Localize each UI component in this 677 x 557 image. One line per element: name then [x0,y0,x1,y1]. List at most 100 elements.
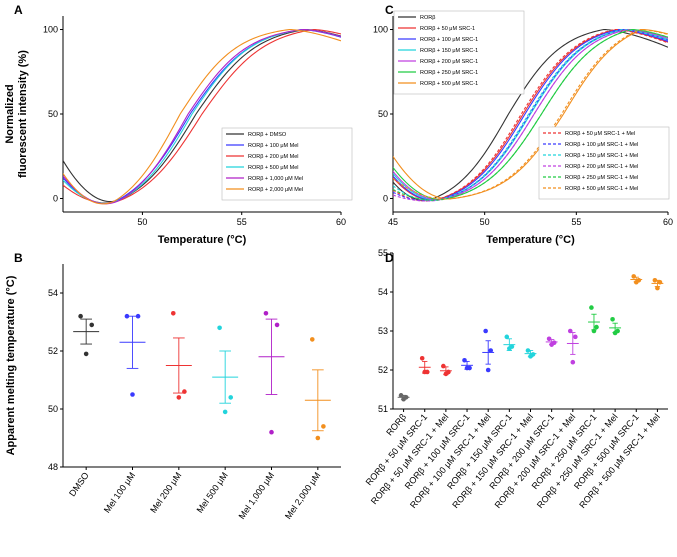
panel-b-group-mel-200-m [165,311,192,400]
panel-c-legend-dashed-entry: RORβ + 150 μM SRC-1 + Mel [565,153,638,159]
panel-c-series-line-ror-500-m-src-1 [393,28,668,200]
panel-b-data-point [222,409,228,415]
panel-c-legend-dashed-entry: RORβ + 500 μM SRC-1 + Mel [565,186,638,192]
panel-a-x-tick-label: 60 [336,217,346,227]
panel-b-x-tick-label: Mel 100 μM [102,470,137,514]
panel-d-data-point [464,365,470,371]
panel-d-group-ror-100-m-src-1-mel [482,328,495,373]
panel-c-legend-dashed-entry: RORβ + 50 μM SRC-1 + Mel [565,131,635,137]
panel-d-group-ror-150-m-src-1-mel [524,348,537,359]
panel-d-data-point [525,348,531,353]
panel-a-y-axis-title: fluorescent intensity (%) [17,50,29,178]
panel-c-series-line-ror-50-m-src-1-mel [393,28,668,202]
panel-d-data-point [507,346,512,351]
panel-c-y-tick-label: 100 [373,25,388,35]
panel-c-x-tick-label: 60 [663,217,673,227]
panel-a-series-group [63,28,341,205]
panel-a-legend-entry: RORβ + 2,000 μM Mel [248,187,303,193]
panel-b-group-mel-500-m [212,325,239,415]
panel-b-axes: 48 50 52 54 Apparent melting temperature (°C… [5,264,341,521]
panel-d-data-point [485,367,491,373]
panel-b-y-axis-title: Apparent melting temperature (°C) [5,275,17,455]
panel-d-y-tick-label: 53 [378,326,388,336]
panel-b-y-tick-label: 54 [48,288,58,298]
panel-b-group-dmso [73,313,100,357]
panel-b-data-point [269,429,274,435]
panel-d-data-point [610,317,615,322]
panel-d-data-point [422,369,428,375]
panel-b-data-point [135,313,141,319]
panel-c-legend-dashed-box [538,126,670,200]
panel-a-legend-box [221,127,353,201]
panel-d-data-point [589,305,594,310]
panel-a-y-tick-label: 100 [43,25,58,35]
panel-d-group-ror [397,393,410,402]
panel-b-data-point [182,389,187,394]
panel-d-y-tick-label: 55 [378,248,388,258]
panel-c-legend-solid-entry: RORβ + 50 μM SRC-1 [420,26,475,32]
panel-d-data-point [443,371,449,377]
panel-c-legend-solid-entry: RORβ [420,15,435,21]
panel-a-x-tick-label: 55 [237,217,247,227]
panel-d-data-point [570,359,576,365]
panel-d-data-point [594,324,599,330]
panel-c-x-tick-label: 45 [388,217,398,227]
panel-c-series-line-ror-150-m-src-1-mel [393,28,668,201]
panel-d-data-point [633,279,639,285]
panel-d-group-ror-150-m-src-1 [503,334,516,351]
panel-a-legend-entry: RORβ + 1,000 μM Mel [248,176,303,182]
panel-c-legend-dashed-entry: RORβ + 200 μM SRC-1 + Mel [565,164,638,170]
panel-d-data-point [549,342,554,347]
panel-d-group-ror-100-m-src-1 [461,357,473,371]
panel-b-data-point [309,337,315,342]
panel-b-group-mel-1-000-m [258,311,285,435]
panel-c-x-tick-label: 50 [480,217,490,227]
panel-label-b: B [14,251,23,265]
panel-d-group-ror-200-m-src-1-mel [566,328,579,365]
panel-d-data-point [462,357,467,363]
panel-c-legend-solid-entry: RORβ + 200 μM SRC-1 [420,59,478,65]
panel-b-x-tick-label: DMSO [67,470,91,498]
panel-a-y-tick-label: 50 [48,109,58,119]
panel-b-data-point [78,313,83,319]
panel-b-data-point [83,351,89,357]
panel-a-legend-entry: RORβ + DMSO [248,132,287,138]
panel-d-group-ror-250-m-src-1-mel [609,317,622,336]
panel-c-legend-solid-entry: RORβ + 250 μM SRC-1 [420,70,478,76]
panel-b-x-tick-label: Mel 200 μM [148,470,183,514]
panel-b-x-tick-label: Mel 2,000 μM [283,470,323,521]
panel-d-data-point [504,334,510,340]
panel-c-legend-solid-entry: RORβ + 150 μM SRC-1 [420,48,478,54]
panel-c-legend-solid-entry: RORβ + 100 μM SRC-1 [420,37,478,43]
panel-a-legend-entry: RORβ + 200 μM Mel [248,154,299,160]
panel-a-chart: 0 50 100 50 55 60 Temperature (°C) Normalized fl… [4,16,353,246]
panel-b-y-tick-label: 52 [48,346,58,356]
panel-d-data-point [652,278,658,283]
panel-d-data-point [546,336,552,342]
panel-a-legend: RORβ + DMSO RORβ + 100 μM Mel RORβ + 200 μ… [221,127,353,201]
panel-b-data-point [228,395,234,400]
panel-c-axes: 0 50 100 45 50 55 60 Temperature (°C) [373,16,673,246]
panel-a-series-line-ror-2-000-m-mel [63,28,341,205]
panel-d-y-tick-label: 51 [378,404,388,414]
panel-c-x-tick-label: 55 [571,217,581,227]
panel-label-a: A [14,3,23,17]
panel-a-x-tick-label: 50 [137,217,147,227]
panel-d-y-tick-label: 52 [378,365,388,375]
panel-b-x-tick-label: Mel 500 μM [195,470,230,514]
panel-d-data-point [483,328,488,334]
panel-label-c: C [385,3,394,17]
panel-d-data-point [657,279,663,285]
panel-d-data-point [631,274,637,279]
panel-b-data-point [274,322,280,328]
panel-d-group-ror-200-m-src-1 [545,336,558,347]
panel-c-legend-dashed-entry: RORβ + 100 μM SRC-1 + Mel [565,142,638,148]
panel-a-series-line-ror-dmso [63,28,341,203]
panel-b-y-tick-label: 48 [48,462,58,472]
panel-c-series-group [393,28,668,202]
panel-b-data-point [124,313,130,319]
panel-b-data-point [315,435,321,441]
panel-c-legend-solid-box [393,10,525,95]
panel-b-data-point [89,322,95,328]
